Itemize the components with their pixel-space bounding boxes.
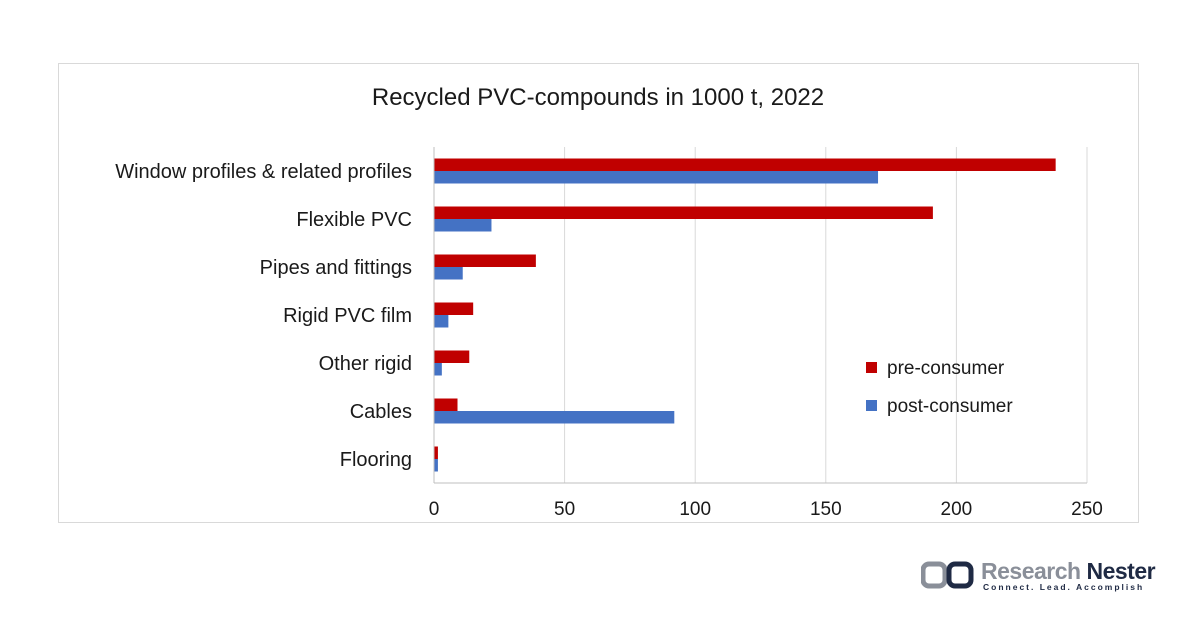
bar-post-consumer <box>434 171 879 184</box>
bar-pre-consumer <box>434 254 536 267</box>
brand-name: Research Nester <box>981 558 1156 585</box>
bar-pre-consumer <box>434 446 438 459</box>
bar-post-consumer <box>434 267 463 280</box>
x-tick-label: 50 <box>554 499 575 520</box>
research-nester-logo: Research Nester Connect. Lead. Accomplis… <box>921 558 1156 594</box>
bar-post-consumer <box>434 315 449 328</box>
bar-pre-consumer <box>434 302 474 315</box>
logo-icon <box>921 561 974 589</box>
x-tick-label: 100 <box>679 499 711 520</box>
x-tick-label: 250 <box>1071 499 1103 520</box>
brand-tagline: Connect. Lead. Accomplish <box>983 582 1145 592</box>
bar-pre-consumer <box>434 158 1056 171</box>
brand-name-part2: Nester <box>1086 558 1156 584</box>
brand-name-part1: Research <box>981 558 1087 584</box>
legend-label: post-consumer <box>887 396 1013 417</box>
chart-title: Recycled PVC-compounds in 1000 t, 2022 <box>372 84 824 111</box>
bar-post-consumer <box>434 459 438 472</box>
bar-pre-consumer <box>434 398 458 411</box>
chart-frame <box>58 63 1139 523</box>
category-label: Other rigid <box>319 353 412 375</box>
bar-post-consumer <box>434 411 675 424</box>
x-tick-label: 150 <box>810 499 842 520</box>
category-label: Cables <box>350 401 412 423</box>
bar-post-consumer <box>434 363 442 376</box>
category-label: Flexible PVC <box>296 209 412 231</box>
category-label: Rigid PVC film <box>283 305 412 327</box>
x-tick-label: 200 <box>941 499 973 520</box>
legend-swatch <box>866 400 877 411</box>
grid-lines <box>564 147 1088 483</box>
legend: pre-consumer post-consumer <box>866 358 1013 417</box>
category-label: Window profiles & related profiles <box>115 161 412 183</box>
legend-label: pre-consumer <box>887 358 1005 379</box>
category-label: Pipes and fittings <box>260 257 412 279</box>
bar-pre-consumer <box>434 206 933 219</box>
bar-pre-consumer <box>434 350 470 363</box>
category-label: Flooring <box>340 449 412 471</box>
bar-post-consumer <box>434 219 492 232</box>
axes: 0 50 100 150 200 250 Window profiles & related… <box>115 147 1103 520</box>
x-tick-label: 0 <box>429 499 440 520</box>
bars <box>434 158 1056 472</box>
legend-swatch <box>866 362 877 373</box>
